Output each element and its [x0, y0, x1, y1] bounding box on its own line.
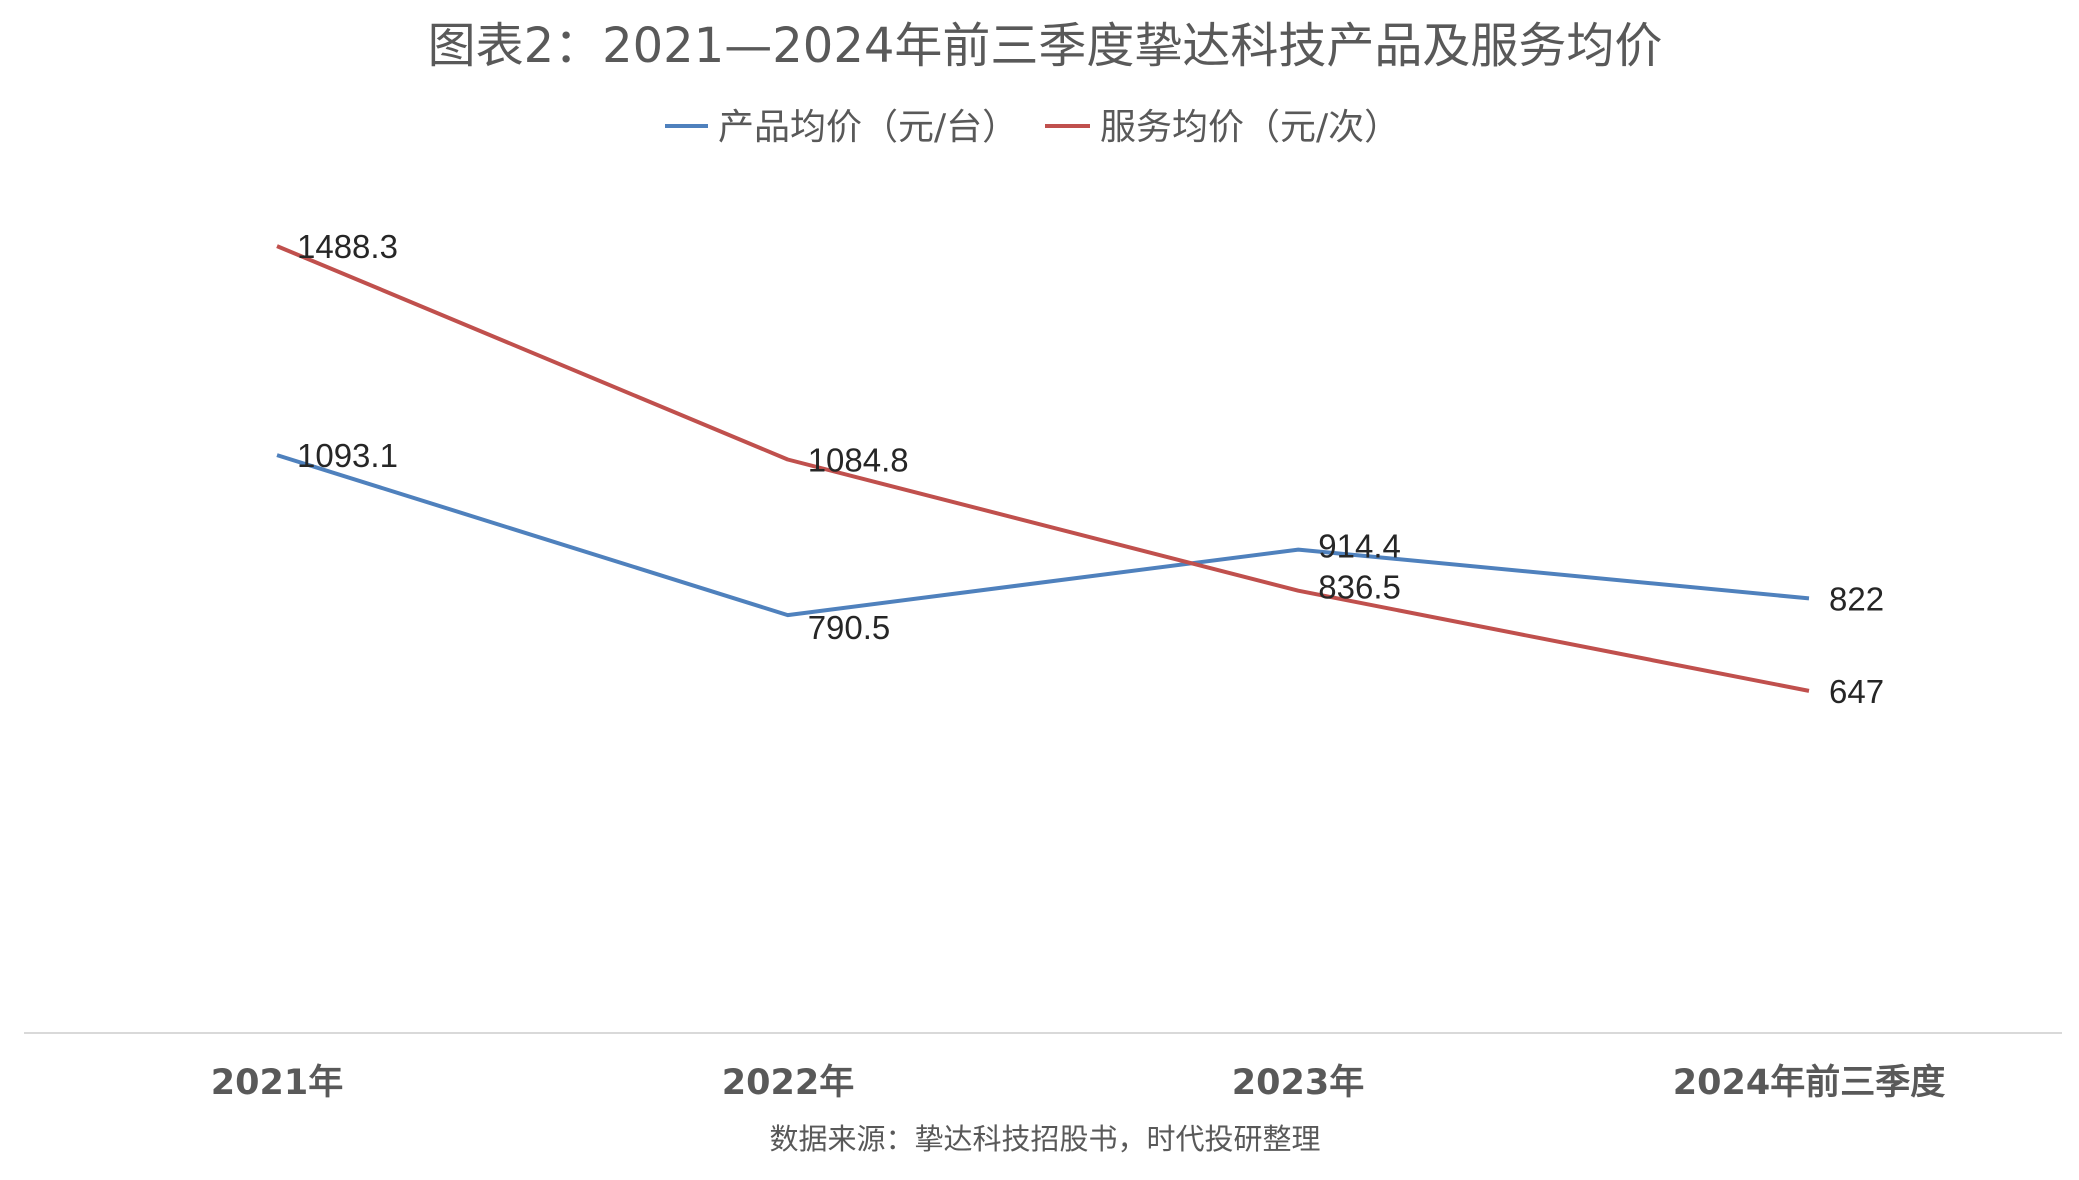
data-label: 1084.8	[808, 442, 909, 479]
chart-title: 图表2：2021—2024年前三季度挚达科技产品及服务均价	[428, 18, 1663, 74]
data-label: 647	[1829, 673, 1884, 710]
series-line-service	[276, 244, 1810, 693]
legend-label-product: 产品均价（元/台）	[718, 107, 1018, 148]
plot-area: 1093.1 790.5 914.4 822 1488.3 1084.8 836.5 647	[276, 228, 1884, 710]
legend: 产品均价（元/台） 服务均价（元/次）	[665, 107, 1400, 148]
data-label: 914.4	[1318, 528, 1401, 565]
x-axis-ticks: 2021年 2022年 2023年 2024年前三季度	[211, 1063, 1945, 1103]
source-note: 数据来源：挚达科技招股书，时代投研整理	[769, 1122, 1320, 1156]
x-tick-label: 2022年	[722, 1063, 854, 1103]
series-line-product	[276, 453, 1810, 618]
data-label: 790.5	[808, 609, 891, 646]
x-tick-label: 2024年前三季度	[1673, 1063, 1945, 1103]
x-tick-label: 2023年	[1232, 1063, 1364, 1103]
data-label: 1488.3	[297, 228, 398, 265]
legend-label-service: 服务均价（元/次）	[1100, 107, 1400, 148]
data-label: 1093.1	[297, 437, 398, 474]
data-label: 836.5	[1318, 569, 1401, 606]
data-label: 822	[1829, 580, 1884, 617]
x-tick-label: 2021年	[211, 1063, 343, 1103]
